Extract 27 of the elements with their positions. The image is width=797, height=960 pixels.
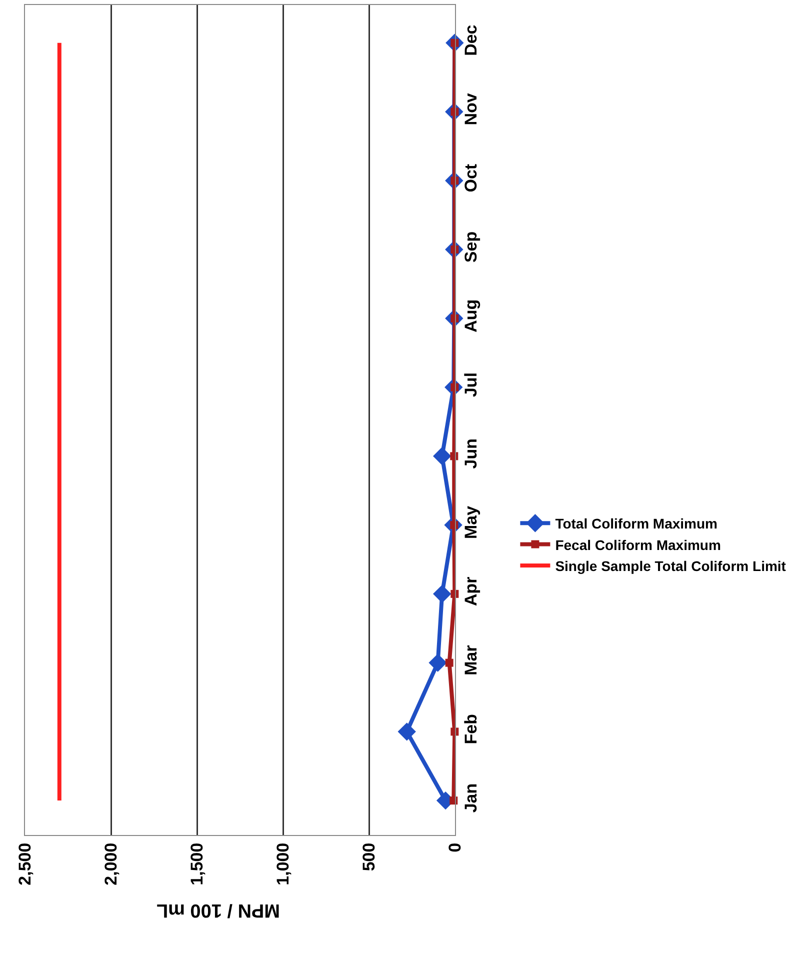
legend-label: Total Coliform Maximum [555, 516, 718, 532]
x-tick-label: 1,000 [274, 842, 293, 886]
y-tick-label: Feb [461, 714, 480, 744]
x-tick-label: 0 [446, 842, 465, 852]
y-tick-label: Dec [461, 24, 480, 56]
point [428, 654, 447, 672]
y-tick-label: Jun [461, 438, 480, 469]
y-tick-label: Sep [461, 231, 480, 263]
x-tick-label: 500 [360, 842, 379, 872]
y-tick-label: Jan [461, 783, 480, 813]
point [398, 722, 416, 741]
y-tick-label: Mar [461, 644, 480, 676]
y-tick-label: Jul [461, 372, 480, 398]
point [433, 584, 452, 604]
x-axis-title: MPN / 100 mL [156, 899, 280, 920]
legend-label: Fecal Coliform Maximum [555, 536, 721, 553]
y-tick-label: May [461, 505, 480, 540]
x-tick-label: 1,500 [188, 842, 207, 886]
point [445, 658, 454, 667]
y-tick-label: Aug [461, 299, 480, 332]
x-tick-label: 2,000 [102, 842, 121, 886]
y-tick-label: Oct [461, 164, 480, 192]
x-tick-label: 2,500 [16, 842, 35, 886]
y-tick-label: Nov [461, 92, 480, 126]
legend-label: Single Sample Total Coliform Limit [555, 558, 786, 574]
y-tick-label: Apr [461, 576, 480, 606]
point [433, 447, 452, 466]
